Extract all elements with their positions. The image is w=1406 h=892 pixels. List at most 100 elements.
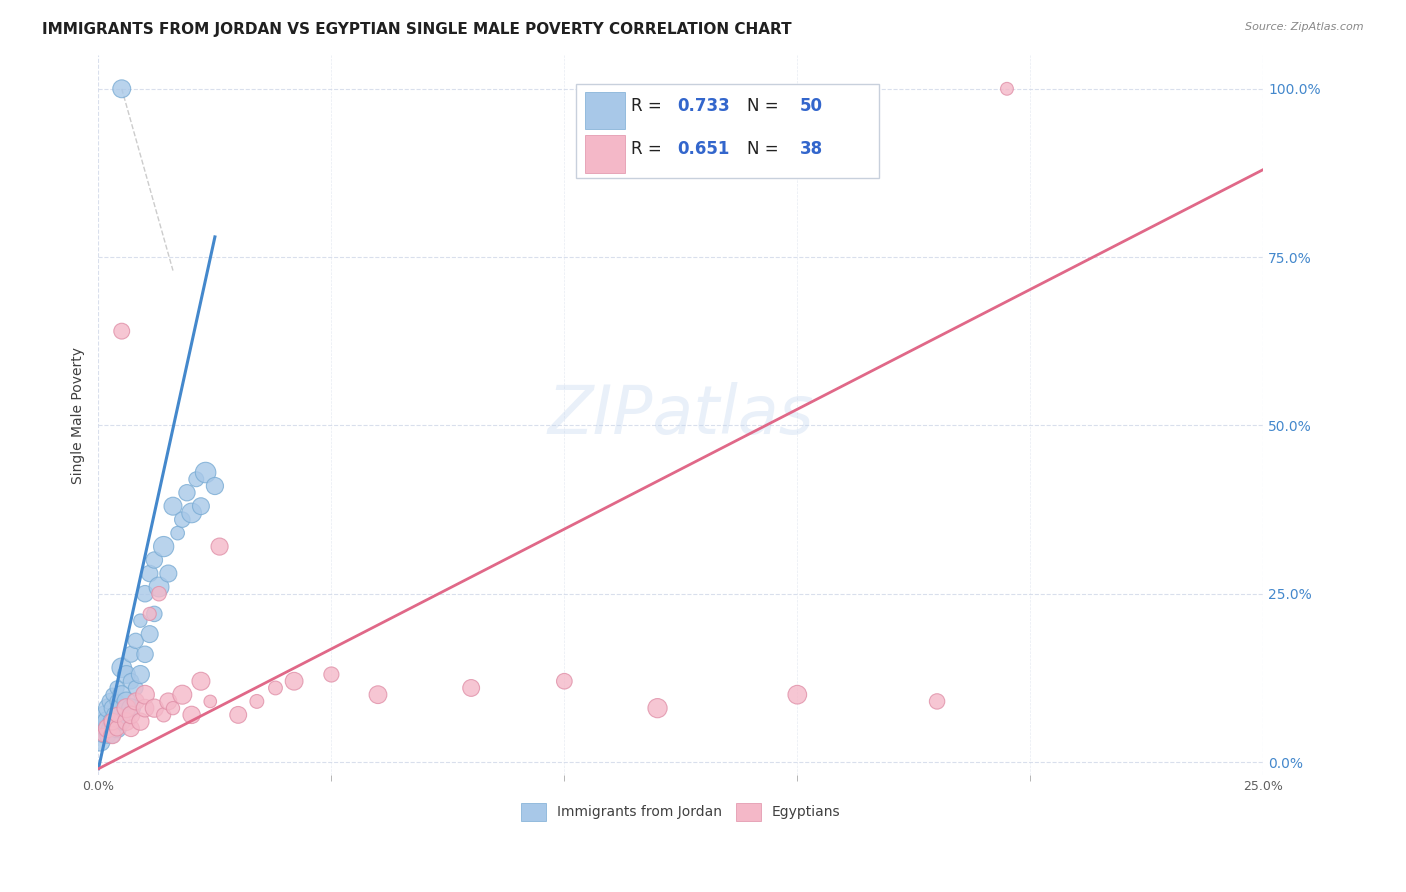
Point (97, 722, 120, 736)
Point (111, 661, 134, 675)
Point (101, 714, 124, 729)
Point (204, 479, 226, 493)
Point (186, 472, 208, 486)
Point (101, 701, 124, 715)
Point (125, 694, 148, 708)
Text: N =: N = (747, 97, 785, 115)
Point (162, 499, 184, 513)
Point (105, 694, 128, 708)
Point (104, 707, 127, 722)
Text: 50: 50 (800, 97, 823, 115)
Text: R =: R = (631, 140, 666, 158)
Text: R =: R = (631, 97, 666, 115)
Point (180, 506, 202, 520)
Point (125, 633, 148, 648)
Point (786, 688, 808, 702)
Point (97, 714, 120, 729)
Point (190, 499, 212, 513)
Point (134, 701, 156, 715)
Point (97, 701, 120, 715)
Point (101, 714, 124, 729)
Point (143, 701, 166, 715)
Point (162, 701, 184, 715)
Point (283, 674, 305, 689)
Point (190, 674, 212, 689)
Point (91, 728, 114, 742)
Point (129, 667, 152, 681)
Point (157, 566, 180, 581)
Point (321, 667, 343, 681)
Point (166, 526, 188, 541)
Point (134, 688, 156, 702)
Point (91, 714, 114, 729)
Legend: Immigrants from Jordan, Egyptians: Immigrants from Jordan, Egyptians (516, 797, 846, 826)
Point (157, 694, 180, 708)
Text: 0.651: 0.651 (678, 140, 730, 158)
Point (105, 722, 128, 736)
Point (108, 701, 131, 715)
Point (94, 707, 117, 722)
FancyBboxPatch shape (585, 135, 624, 172)
FancyBboxPatch shape (576, 84, 879, 178)
Point (115, 714, 138, 729)
Point (172, 688, 194, 702)
Y-axis label: Single Male Poverty: Single Male Poverty (72, 347, 86, 483)
Text: 0.733: 0.733 (678, 97, 730, 115)
Point (460, 681, 482, 695)
Point (129, 714, 152, 729)
Point (101, 728, 124, 742)
Text: Source: ZipAtlas.com: Source: ZipAtlas.com (1246, 22, 1364, 32)
Point (105, 681, 128, 695)
Point (134, 587, 156, 601)
Point (134, 648, 156, 662)
Point (115, 667, 138, 681)
Point (105, 722, 128, 736)
Point (246, 694, 269, 708)
Point (226, 707, 249, 722)
Point (120, 722, 142, 736)
Point (115, 694, 138, 708)
Point (97, 728, 120, 742)
Point (180, 707, 202, 722)
Point (94, 722, 117, 736)
Point (101, 688, 124, 702)
Point (138, 607, 160, 621)
Point (647, 701, 669, 715)
Point (264, 681, 287, 695)
Point (120, 648, 142, 662)
Point (125, 681, 148, 695)
Text: IMMIGRANTS FROM JORDAN VS EGYPTIAN SINGLE MALE POVERTY CORRELATION CHART: IMMIGRANTS FROM JORDAN VS EGYPTIAN SINGL… (42, 22, 792, 37)
Point (105, 707, 128, 722)
Text: N =: N = (747, 140, 785, 158)
Point (194, 466, 217, 480)
Point (143, 553, 166, 567)
Point (115, 701, 138, 715)
Point (172, 513, 194, 527)
Point (138, 566, 160, 581)
Point (111, 82, 134, 96)
Point (120, 674, 142, 689)
Point (91, 728, 114, 742)
Point (152, 707, 174, 722)
Point (148, 587, 170, 601)
Point (367, 688, 389, 702)
Point (553, 674, 575, 689)
Point (200, 694, 222, 708)
Point (925, 694, 948, 708)
Point (129, 614, 152, 628)
Point (90, 735, 112, 749)
Text: 38: 38 (800, 140, 823, 158)
Point (995, 82, 1018, 96)
Point (120, 707, 142, 722)
Point (148, 580, 170, 594)
Point (98, 722, 121, 736)
Point (111, 688, 134, 702)
Point (176, 485, 198, 500)
Point (111, 714, 134, 729)
Point (98, 694, 121, 708)
Point (111, 324, 134, 338)
Point (120, 701, 142, 715)
Point (138, 627, 160, 641)
Point (208, 540, 231, 554)
FancyBboxPatch shape (585, 92, 624, 129)
